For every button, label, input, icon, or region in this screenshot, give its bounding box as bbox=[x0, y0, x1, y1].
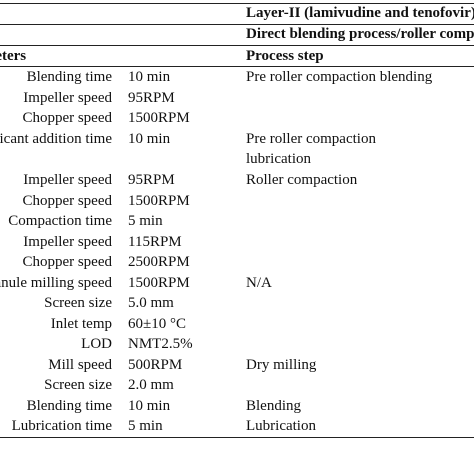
parameter-cell: Mill speed bbox=[48, 357, 112, 373]
process-step-cell: Blending bbox=[246, 398, 301, 414]
value-cell: 95RPM bbox=[128, 90, 175, 106]
parameter-cell: Impeller speed bbox=[23, 234, 112, 250]
parameter-cell: Chopper speed bbox=[22, 110, 112, 126]
parameter-cell: Chopper speed bbox=[22, 254, 112, 270]
parameter-cell: Chopper speed bbox=[22, 193, 112, 209]
process-step-cell: Lubrication bbox=[246, 418, 316, 434]
header-rule-3 bbox=[0, 66, 474, 67]
parameter-cell: Lubrication time bbox=[11, 418, 112, 434]
parameter-cell: Lubricant addition time bbox=[0, 131, 112, 147]
value-cell: 10 min bbox=[128, 398, 171, 414]
parameter-cell: LOD bbox=[81, 336, 112, 352]
value-cell: 5 min bbox=[128, 213, 163, 229]
parameter-cell: Granule milling speed bbox=[0, 275, 112, 291]
value-cell: 1500RPM bbox=[128, 193, 190, 209]
value-cell: 60±10 °C bbox=[128, 316, 186, 332]
process-step-cell: Roller compaction bbox=[246, 172, 358, 188]
process-step-cell: Pre roller compaction blending bbox=[246, 69, 433, 85]
col-header-parameters: Parameters bbox=[0, 48, 27, 64]
top-rule bbox=[0, 3, 474, 4]
process-step-cell: lubrication bbox=[246, 151, 311, 167]
parameter-cell: Impeller speed bbox=[23, 90, 112, 106]
value-cell: 10 min bbox=[128, 131, 171, 147]
parameter-cell: Blending time bbox=[26, 69, 112, 85]
col-header-process-step: Process step bbox=[246, 48, 324, 64]
value-cell: 10 min bbox=[128, 69, 171, 85]
parameter-cell: Blending time bbox=[26, 398, 112, 414]
value-cell: 2500RPM bbox=[128, 254, 190, 270]
value-cell: 2.0 mm bbox=[128, 377, 174, 393]
value-cell: 5.0 mm bbox=[128, 295, 174, 311]
value-cell: 1500RPM bbox=[128, 110, 190, 126]
parameter-cell: Impeller speed bbox=[23, 172, 112, 188]
value-cell: 500RPM bbox=[128, 357, 183, 373]
process-step-cell: Pre roller compaction bbox=[246, 131, 376, 147]
value-cell: NMT2.5% bbox=[128, 336, 193, 352]
value-cell: 95RPM bbox=[128, 172, 175, 188]
value-cell: 115RPM bbox=[128, 234, 182, 250]
header-rule-1 bbox=[0, 24, 474, 25]
header-rule-2 bbox=[0, 45, 474, 46]
process-step-cell: N/A bbox=[246, 275, 272, 291]
parameter-cell: Screen size bbox=[44, 295, 112, 311]
value-cell: 5 min bbox=[128, 418, 163, 434]
parameter-cell: Screen size bbox=[44, 377, 112, 393]
parameter-cell: Compaction time bbox=[8, 213, 112, 229]
parameter-cell: Inlet temp bbox=[50, 316, 112, 332]
process-step-cell: Dry milling bbox=[246, 357, 317, 373]
bottom-rule bbox=[0, 437, 474, 438]
value-cell: 1500RPM bbox=[128, 275, 190, 291]
layer-title: Layer-II (lamivudine and tenofovir) bbox=[246, 5, 474, 21]
process-title: Direct blending process/roller compactio… bbox=[246, 26, 474, 42]
